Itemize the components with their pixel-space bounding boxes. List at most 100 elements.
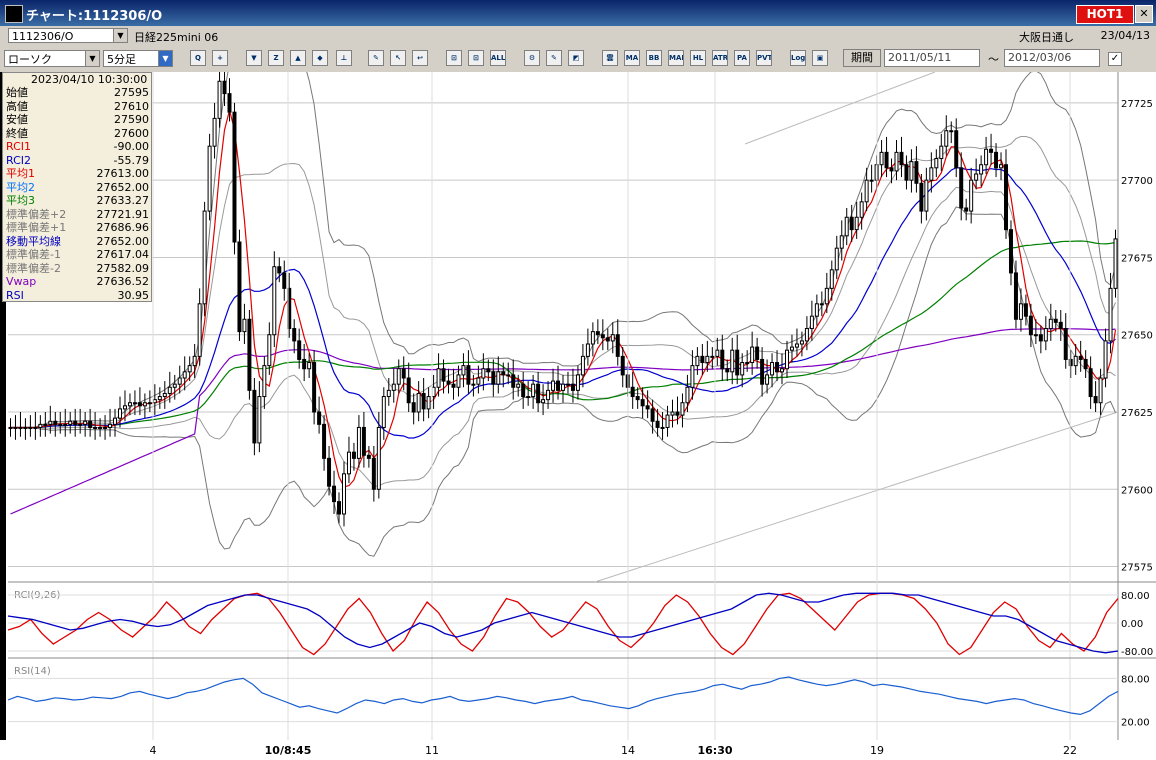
info-row: 移動平均線 27652.00 <box>6 235 151 248</box>
candle-body <box>202 210 207 305</box>
candle-body <box>132 402 137 405</box>
toolbar-b10-icon[interactable]: ⊡ <box>468 50 484 66</box>
candle-body <box>640 399 645 407</box>
candle-body <box>1063 328 1068 360</box>
toolbar-zoom-icon[interactable]: Q <box>190 50 206 66</box>
toolbar-b8-icon[interactable]: ↩ <box>412 50 428 66</box>
toolbar-b9-icon[interactable]: ⊡ <box>446 50 462 66</box>
toolbar-ma-icon[interactable]: MA <box>624 50 640 66</box>
toolbar-b5-icon[interactable]: ⊥ <box>336 50 352 66</box>
toolbar-b1-icon[interactable]: ▼ <box>246 50 262 66</box>
candle-body <box>849 216 854 231</box>
toolbar-b2-icon[interactable]: Z <box>268 50 284 66</box>
candle-body <box>122 405 127 410</box>
info-value: -55.79 <box>113 153 149 167</box>
toolbar-pa-icon[interactable]: PA <box>734 50 750 66</box>
info-row: 標準偏差+1 27686.96 <box>6 221 151 234</box>
candle-body <box>1053 318 1058 323</box>
toolbar-bb-icon[interactable]: BB <box>646 50 662 66</box>
toolbar-b12-icon[interactable]: ✎ <box>546 50 562 66</box>
info-value: 27636.52 <box>96 275 150 288</box>
info-label: 平均2 <box>6 180 35 194</box>
chart-area[interactable]: 27725 27700 27675 27650 27625 27600 27575 4 10/8… <box>0 72 1156 760</box>
candle-body <box>675 411 680 416</box>
candle-body <box>561 383 565 391</box>
chevron-down-icon[interactable]: ▼ <box>113 29 127 42</box>
toolbar-b7-icon[interactable]: ↖ <box>390 50 406 66</box>
toolbar-b6-icon[interactable]: ✎ <box>368 50 384 66</box>
toolbar-ichimoku-icon[interactable]: 雲 <box>602 50 618 66</box>
candle-body <box>356 426 361 459</box>
candle-body <box>38 423 43 428</box>
window-title: チャート:1112306/O <box>26 9 163 24</box>
candle-body <box>680 402 685 416</box>
candle-body <box>48 420 53 425</box>
candle-body <box>391 383 396 391</box>
candle-body <box>83 420 88 425</box>
interval-select[interactable]: 5分足 ▼ <box>103 50 173 67</box>
info-label: RCI1 <box>6 140 32 153</box>
candle-body <box>302 358 307 370</box>
candle-body <box>516 383 521 388</box>
candle-body <box>780 368 785 373</box>
period-button[interactable]: 期間 <box>843 49 881 67</box>
rci-tick-label: -80.00 <box>1121 647 1153 658</box>
chart-app-icon <box>5 5 23 23</box>
candle-body <box>859 201 864 218</box>
toolbar-b13-icon[interactable]: ◩ <box>568 50 584 66</box>
candle-body <box>53 420 58 425</box>
chevron-down-icon[interactable]: ▼ <box>85 51 99 66</box>
info-label: 平均3 <box>6 194 35 207</box>
candle-body <box>989 148 994 153</box>
candle-body <box>730 349 735 373</box>
toolbar-cross-icon[interactable]: + <box>212 50 228 66</box>
hot-button[interactable]: HOT1 <box>1076 5 1134 24</box>
toolbar-log-icon[interactable]: Log <box>790 50 806 66</box>
ohlc-info-panel: 2023/04/10 10:30:00 始値 27595 高値 27610 安値 2759… <box>2 72 152 302</box>
toolbar-atr-icon[interactable]: ATR <box>712 50 728 66</box>
chart-type-select[interactable]: ローソク ▼ <box>4 50 100 67</box>
candle-body <box>994 151 999 169</box>
toolbar-b3-icon[interactable]: ▲ <box>290 50 306 66</box>
candle-body <box>172 383 177 388</box>
price-tick-label: 27600 <box>1121 485 1153 496</box>
candle-body <box>58 423 63 426</box>
candle-body <box>954 130 959 169</box>
candle-body <box>984 148 989 166</box>
toolbar-mae-icon[interactable]: MAE <box>668 50 684 66</box>
candle-body <box>814 303 819 317</box>
candle-body <box>526 396 531 399</box>
date-to-input[interactable]: 2012/03/06 <box>1004 49 1100 67</box>
candle-body <box>929 167 934 181</box>
date-from-input[interactable]: 2011/05/11 <box>884 49 980 67</box>
candle-body <box>899 151 904 166</box>
candle-body <box>725 368 730 373</box>
toolbar-b4-icon[interactable]: ◆ <box>312 50 328 66</box>
candle-body <box>237 241 242 333</box>
symbol-code-select[interactable]: 1112306/O ▼ <box>8 28 128 43</box>
chevron-down-icon[interactable]: ▼ <box>158 51 172 66</box>
candle-body <box>839 235 844 249</box>
toolbar-hl-icon[interactable]: HL <box>690 50 706 66</box>
candle-body <box>461 365 466 376</box>
candle-body <box>521 383 526 398</box>
toolbar-b14-icon[interactable]: ▣ <box>812 50 828 66</box>
info-datetime: 2023/04/10 10:30:00 <box>31 73 148 86</box>
price-tick-label: 27625 <box>1121 408 1153 419</box>
toolbar-pvt-icon[interactable]: PVT <box>756 50 772 66</box>
toolbar-b11-icon[interactable]: ⚙ <box>524 50 540 66</box>
info-value: 27595 <box>114 86 149 99</box>
candle-body <box>565 383 570 386</box>
info-value: -90.00 <box>113 140 149 153</box>
toolbar-all-icon[interactable]: ALL <box>490 50 506 66</box>
candle-body <box>735 349 740 376</box>
candle-body <box>645 405 650 410</box>
candle-body <box>765 374 770 385</box>
candle-body <box>909 161 914 181</box>
info-row: 安値 27590 <box>6 113 151 126</box>
checkbox-icon[interactable]: ✓ <box>1108 52 1122 66</box>
candle-body <box>23 426 28 429</box>
close-icon[interactable]: ✕ <box>1135 5 1153 23</box>
candle-body <box>257 396 262 444</box>
candle-body <box>760 358 765 385</box>
